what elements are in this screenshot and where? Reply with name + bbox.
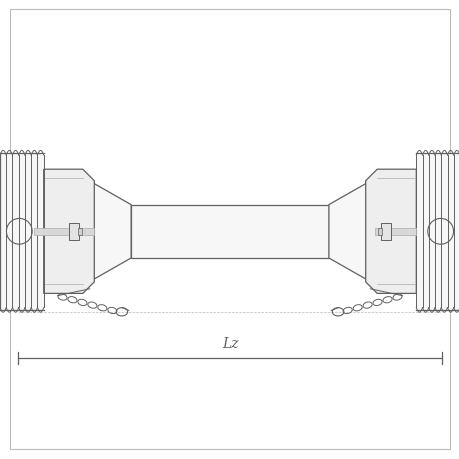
Text: Lz: Lz [221,336,238,350]
Bar [68,223,78,241]
Polygon shape [365,170,415,294]
Polygon shape [328,179,374,285]
Bar [34,228,94,235]
Bar [381,223,391,241]
Bar [131,205,328,258]
Bar [415,154,459,310]
Bar [377,228,381,235]
Bar [374,228,415,235]
Bar [78,228,82,235]
Bar [0,154,44,310]
Polygon shape [44,170,94,294]
Polygon shape [85,179,131,285]
